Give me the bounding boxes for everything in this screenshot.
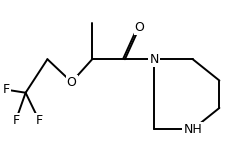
Text: N: N <box>149 53 159 66</box>
Text: F: F <box>35 114 42 127</box>
Text: O: O <box>135 21 144 34</box>
Text: O: O <box>67 76 77 89</box>
Text: NH: NH <box>183 123 202 136</box>
Text: F: F <box>3 83 10 96</box>
Text: F: F <box>12 114 20 127</box>
